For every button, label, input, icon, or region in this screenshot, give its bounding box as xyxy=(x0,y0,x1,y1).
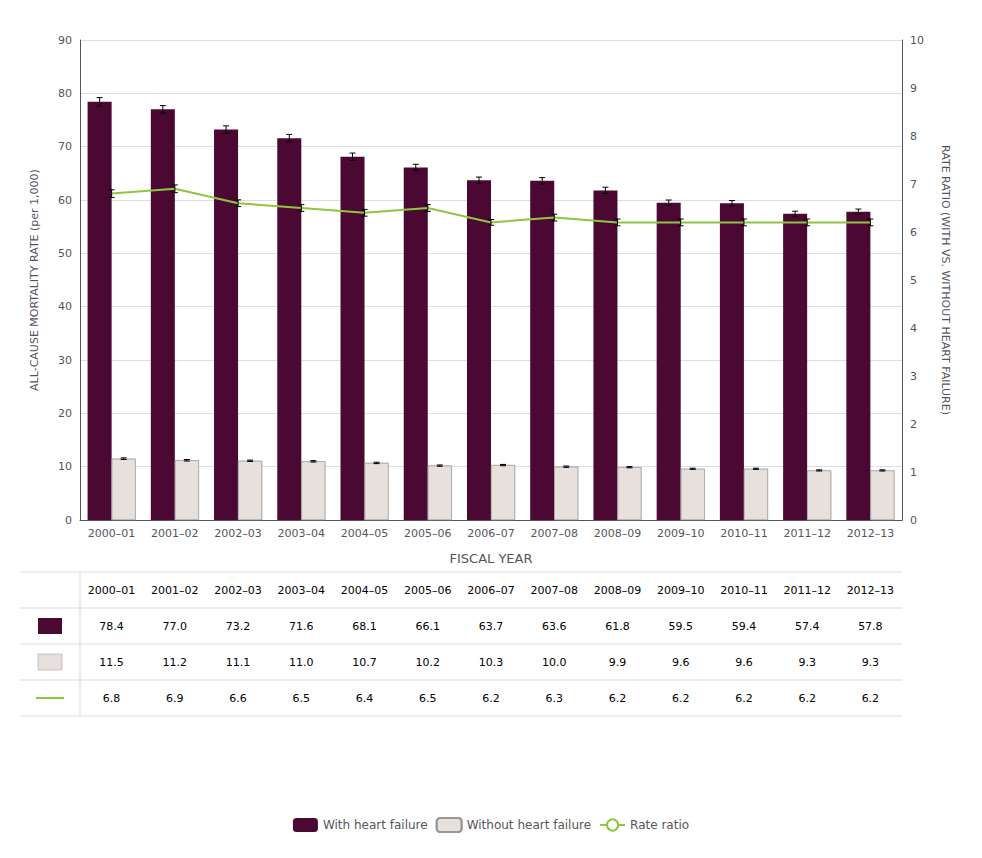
svg-text:6: 6 xyxy=(910,226,917,239)
svg-text:10: 10 xyxy=(910,34,924,47)
svg-text:10: 10 xyxy=(58,460,72,473)
svg-text:2012–13: 2012–13 xyxy=(847,527,895,540)
svg-text:0: 0 xyxy=(65,514,72,527)
svg-text:9.6: 9.6 xyxy=(672,656,690,669)
svg-text:2004–05: 2004–05 xyxy=(341,584,389,597)
svg-text:9.6: 9.6 xyxy=(735,656,753,669)
svg-text:30: 30 xyxy=(58,354,72,367)
svg-text:10.2: 10.2 xyxy=(416,656,441,669)
svg-text:2010–11: 2010–11 xyxy=(720,584,768,597)
svg-text:61.8: 61.8 xyxy=(605,620,630,633)
svg-text:90: 90 xyxy=(58,34,72,47)
svg-text:2002–03: 2002–03 xyxy=(214,584,262,597)
svg-text:2008–09: 2008–09 xyxy=(594,527,642,540)
svg-text:80: 80 xyxy=(58,87,72,100)
svg-text:With heart failure: With heart failure xyxy=(323,818,428,832)
svg-text:63.7: 63.7 xyxy=(479,620,504,633)
svg-text:1: 1 xyxy=(910,466,917,479)
svg-text:73.2: 73.2 xyxy=(226,620,251,633)
svg-text:6.4: 6.4 xyxy=(356,692,374,705)
svg-text:0: 0 xyxy=(910,514,917,527)
svg-text:6.9: 6.9 xyxy=(166,692,184,705)
svg-text:Without heart failure: Without heart failure xyxy=(467,818,591,832)
svg-text:10.7: 10.7 xyxy=(352,656,377,669)
svg-text:2006–07: 2006–07 xyxy=(467,584,515,597)
svg-text:57.8: 57.8 xyxy=(858,620,883,633)
svg-text:RATE RATIO (WITH VS. WITHOUT H: RATE RATIO (WITH VS. WITHOUT HEART FAILU… xyxy=(939,145,952,415)
svg-text:2001–02: 2001–02 xyxy=(151,584,199,597)
svg-text:2008–09: 2008–09 xyxy=(594,584,642,597)
svg-text:59.5: 59.5 xyxy=(668,620,693,633)
svg-text:77.0: 77.0 xyxy=(163,620,188,633)
svg-text:7: 7 xyxy=(910,178,917,191)
svg-text:9.3: 9.3 xyxy=(798,656,816,669)
svg-text:5: 5 xyxy=(910,274,917,287)
svg-text:2000–01: 2000–01 xyxy=(88,584,136,597)
svg-text:4: 4 xyxy=(910,322,917,335)
svg-text:6.2: 6.2 xyxy=(735,692,753,705)
svg-text:10.3: 10.3 xyxy=(479,656,504,669)
svg-text:2002–03: 2002–03 xyxy=(214,527,262,540)
svg-text:6.2: 6.2 xyxy=(672,692,690,705)
svg-text:2005–06: 2005–06 xyxy=(404,584,452,597)
svg-text:8: 8 xyxy=(910,130,917,143)
svg-text:6.5: 6.5 xyxy=(419,692,437,705)
svg-text:9.9: 9.9 xyxy=(609,656,627,669)
svg-text:20: 20 xyxy=(58,407,72,420)
svg-text:2010–11: 2010–11 xyxy=(720,527,768,540)
svg-text:2000–01: 2000–01 xyxy=(88,527,136,540)
svg-text:2006–07: 2006–07 xyxy=(467,527,515,540)
svg-text:FISCAL YEAR: FISCAL YEAR xyxy=(450,551,533,566)
svg-text:68.1: 68.1 xyxy=(352,620,377,633)
svg-text:6.6: 6.6 xyxy=(229,692,247,705)
svg-text:3: 3 xyxy=(910,370,917,383)
svg-text:6.2: 6.2 xyxy=(609,692,627,705)
svg-text:2012–13: 2012–13 xyxy=(847,584,895,597)
svg-text:2004–05: 2004–05 xyxy=(341,527,389,540)
svg-text:2007–08: 2007–08 xyxy=(530,527,578,540)
svg-text:9: 9 xyxy=(910,82,917,95)
svg-text:9.3: 9.3 xyxy=(862,656,880,669)
svg-text:2011–12: 2011–12 xyxy=(783,584,831,597)
svg-text:63.6: 63.6 xyxy=(542,620,567,633)
svg-text:6.3: 6.3 xyxy=(545,692,563,705)
svg-text:2011–12: 2011–12 xyxy=(783,527,831,540)
svg-text:2001–02: 2001–02 xyxy=(151,527,199,540)
svg-text:2003–04: 2003–04 xyxy=(278,584,326,597)
svg-text:11.5: 11.5 xyxy=(99,656,124,669)
svg-text:6.8: 6.8 xyxy=(103,692,121,705)
svg-text:57.4: 57.4 xyxy=(795,620,820,633)
svg-text:11.1: 11.1 xyxy=(226,656,251,669)
svg-text:2009–10: 2009–10 xyxy=(657,527,705,540)
svg-text:ALL-CAUSE MORTALITY RATE (per: ALL-CAUSE MORTALITY RATE (per 1,000) xyxy=(28,169,41,391)
svg-text:50: 50 xyxy=(58,247,72,260)
svg-text:78.4: 78.4 xyxy=(99,620,124,633)
svg-text:2003–04: 2003–04 xyxy=(278,527,326,540)
svg-text:6.5: 6.5 xyxy=(293,692,311,705)
svg-text:6.2: 6.2 xyxy=(798,692,816,705)
svg-text:60: 60 xyxy=(58,194,72,207)
svg-text:6.2: 6.2 xyxy=(862,692,880,705)
svg-text:66.1: 66.1 xyxy=(416,620,441,633)
svg-text:2005–06: 2005–06 xyxy=(404,527,452,540)
svg-text:2007–08: 2007–08 xyxy=(530,584,578,597)
svg-text:11.0: 11.0 xyxy=(289,656,314,669)
svg-text:2009–10: 2009–10 xyxy=(657,584,705,597)
svg-text:40: 40 xyxy=(58,300,72,313)
svg-text:10.0: 10.0 xyxy=(542,656,567,669)
svg-text:70: 70 xyxy=(58,140,72,153)
svg-text:59.4: 59.4 xyxy=(732,620,757,633)
svg-text:11.2: 11.2 xyxy=(163,656,188,669)
svg-text:2: 2 xyxy=(910,418,917,431)
svg-text:Rate ratio: Rate ratio xyxy=(630,818,689,832)
svg-text:71.6: 71.6 xyxy=(289,620,314,633)
svg-text:6.2: 6.2 xyxy=(482,692,500,705)
